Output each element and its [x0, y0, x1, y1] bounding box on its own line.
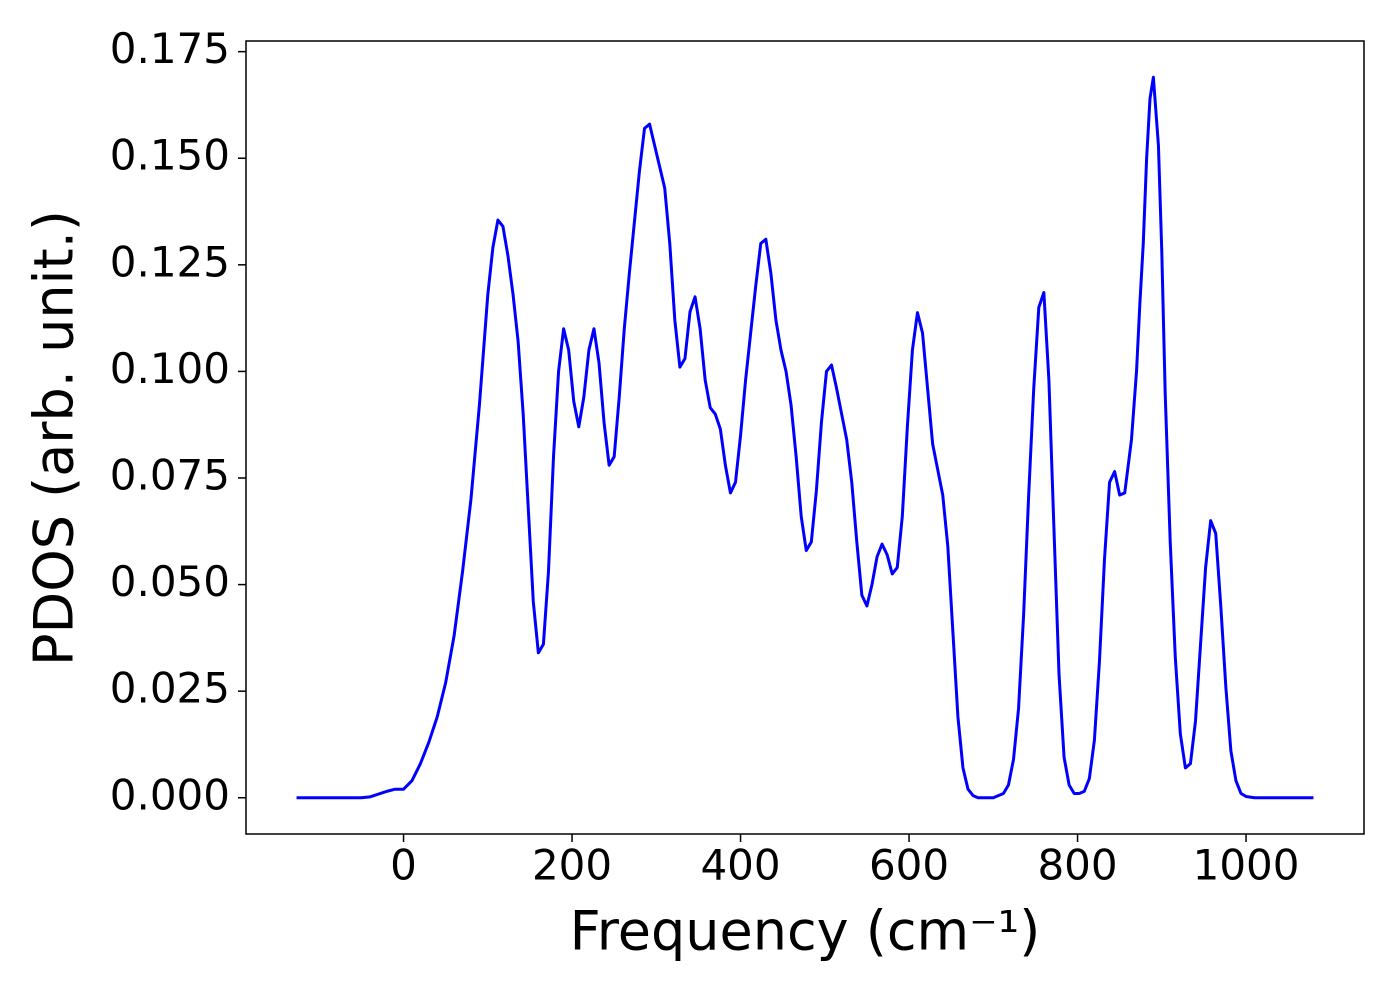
- y-tick-label: 0.000: [110, 770, 230, 819]
- y-tick-label: 0.150: [110, 131, 230, 180]
- x-tick-label: 200: [532, 841, 612, 890]
- y-tick-label: 0.075: [110, 451, 230, 500]
- data-line: [296, 75, 1314, 800]
- x-tick-label: 800: [1037, 841, 1117, 890]
- x-axis-label: Frequency (cm⁻¹): [570, 900, 1041, 963]
- y-tick-label: 0.025: [110, 664, 230, 713]
- y-tick-label: 0.100: [110, 344, 230, 393]
- plot-frame: [245, 40, 1365, 835]
- y-tick-label: 0.125: [110, 237, 230, 286]
- x-tick-label: 400: [700, 841, 780, 890]
- x-tick-label: 0: [390, 841, 417, 890]
- x-tick-label: 600: [869, 841, 949, 890]
- x-tick-label: 1000: [1193, 841, 1300, 890]
- y-tick-label: 0.175: [110, 24, 230, 73]
- y-axis-label: PDOS (arb. unit.): [23, 210, 86, 666]
- y-tick-label: 0.050: [110, 557, 230, 606]
